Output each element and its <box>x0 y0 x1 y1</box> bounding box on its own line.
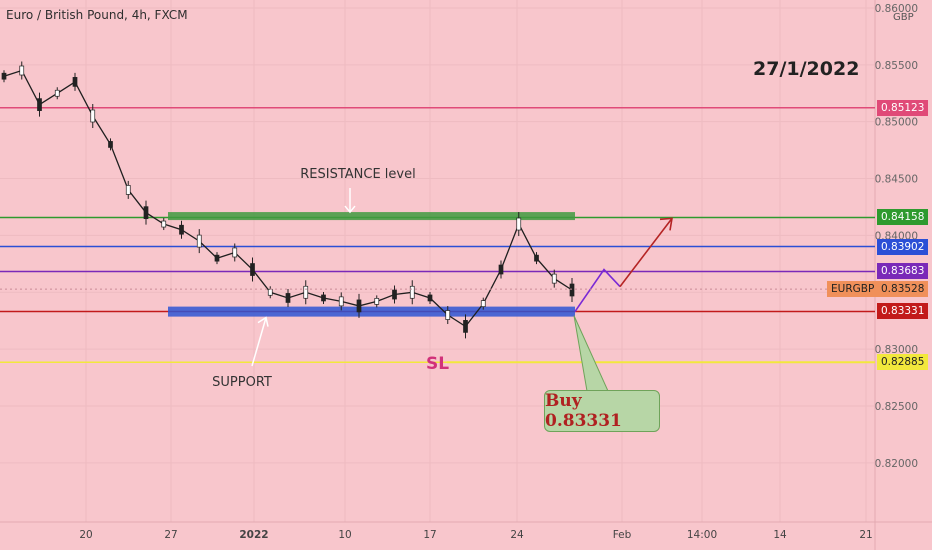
resistance-arrow-head <box>344 205 356 214</box>
x-tick-label: Feb <box>613 529 632 541</box>
price-candle-body <box>516 217 522 231</box>
price-candle-body <box>232 247 238 258</box>
y-tick-label: 0.84500 <box>875 174 918 186</box>
price-candle-body <box>534 254 539 262</box>
price-candle-body <box>143 206 149 220</box>
price-candle-body <box>54 89 60 97</box>
price-candle-body <box>409 285 415 299</box>
y-tick-label: 0.85500 <box>875 60 918 72</box>
price-candle-body <box>463 320 468 333</box>
price-candle-body <box>356 299 362 313</box>
symbol-tag: EURGBP <box>827 281 879 298</box>
price-tag: 0.83902 <box>877 238 929 255</box>
buy-callout-pointer <box>573 315 609 392</box>
stop-loss-label: SL <box>426 354 449 374</box>
price-tag: 0.82885 <box>877 354 929 371</box>
price-candle-body <box>161 220 167 228</box>
support-arrow-head <box>257 316 269 327</box>
x-tick-label: 24 <box>510 529 524 541</box>
price-candle-body <box>125 185 131 195</box>
x-tick-label: 17 <box>423 529 436 541</box>
price-candle-body <box>480 300 486 307</box>
price-candle-body <box>427 294 433 302</box>
price-candle-body <box>498 264 504 275</box>
price-candle-body <box>19 65 25 76</box>
buy-callout: Buy 0.83331 <box>544 390 660 432</box>
current-price-tag: 0.83528 <box>877 281 929 298</box>
price-tag: 0.84158 <box>877 209 929 226</box>
price-candle-body <box>374 298 380 305</box>
price-candle-body <box>196 234 202 248</box>
price-tag: 0.83331 <box>877 303 929 320</box>
projection-arrow-line <box>619 217 673 288</box>
date-label: 27/1/2022 <box>753 58 860 80</box>
resistance-label: RESISTANCE level <box>300 167 415 182</box>
price-candle-body <box>303 285 309 299</box>
x-tick-label: 27 <box>164 529 177 541</box>
y-axis-unit: GBP <box>893 12 914 23</box>
price-candle-body <box>338 296 344 307</box>
x-tick-label: 20 <box>79 529 92 541</box>
price-series-line <box>3 69 573 328</box>
y-tick-label: 0.86000 <box>875 3 918 15</box>
price-candle-body <box>569 283 575 297</box>
price-candle-body <box>179 224 184 235</box>
projection-arrow-head <box>659 217 673 231</box>
price-candle-body <box>285 293 291 303</box>
price-candle-body <box>72 77 78 87</box>
y-tick-label: 0.83000 <box>875 344 918 356</box>
price-candle-body <box>267 288 273 296</box>
price-candle-body <box>108 141 113 148</box>
resistance-zone <box>168 212 575 221</box>
x-tick-label: 14:00 <box>687 529 717 541</box>
price-candle-body <box>321 294 326 302</box>
x-tick-label: 2022 <box>239 529 268 541</box>
price-candle-body <box>214 254 220 262</box>
price-candle-body <box>445 310 451 320</box>
price-candle-body <box>250 263 255 276</box>
support-zone <box>168 306 575 317</box>
price-tag: 0.85123 <box>877 99 929 116</box>
support-label: SUPPORT <box>212 375 272 390</box>
price-candle-body <box>37 98 42 111</box>
price-candle-body <box>551 273 557 284</box>
y-tick-label: 0.82000 <box>875 458 918 470</box>
projection-path <box>574 268 621 313</box>
price-candle-body <box>392 289 397 300</box>
x-tick-label: 14 <box>773 529 787 541</box>
x-tick-label: 10 <box>338 529 351 541</box>
support-arrow <box>251 317 267 367</box>
y-tick-label: 0.85000 <box>875 117 918 129</box>
chart-title: Euro / British Pound, 4h, FXCM <box>6 8 188 22</box>
x-tick-label: 21 <box>859 529 872 541</box>
price-candle-body <box>1 72 7 80</box>
price-tag: 0.83683 <box>877 263 929 280</box>
price-candle-body <box>90 109 96 123</box>
y-tick-label: 0.82500 <box>875 401 918 413</box>
